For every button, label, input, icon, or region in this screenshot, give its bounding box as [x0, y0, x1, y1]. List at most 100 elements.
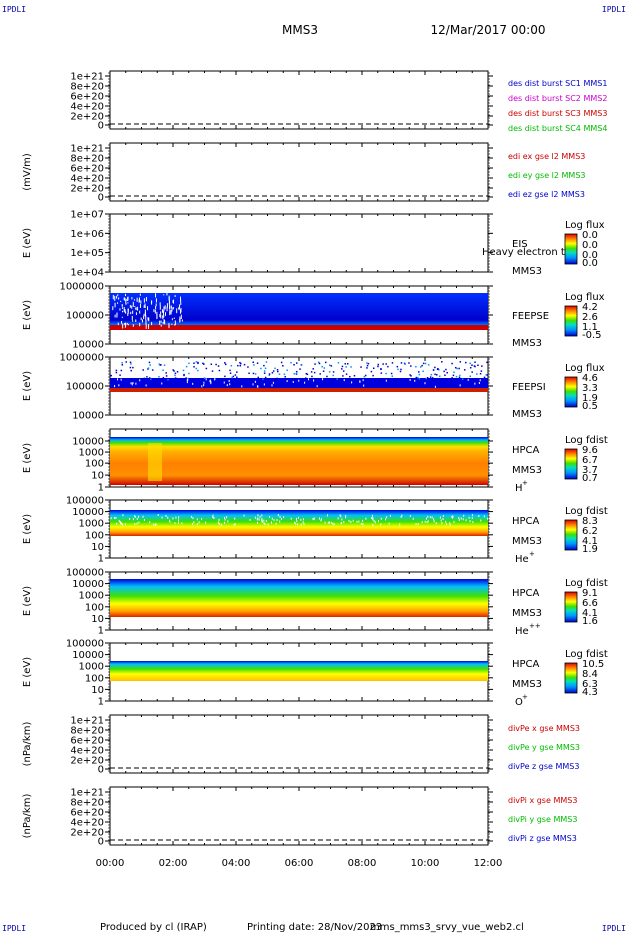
y-tick-label: 1000 — [79, 448, 104, 459]
spectrogram-speck — [263, 370, 266, 372]
spectrogram-speck — [366, 364, 369, 367]
spectrogram-speck — [229, 369, 231, 372]
spectrogram-gap — [178, 307, 180, 311]
spectrogram-gap — [178, 519, 180, 522]
spectrogram-gap — [271, 521, 272, 524]
spectrogram-gap — [312, 517, 314, 520]
spectrogram-speck — [377, 363, 380, 366]
instrument-label: FEEPSI — [512, 382, 546, 393]
spectrogram-speck — [237, 364, 239, 367]
spectrogram-gap — [209, 379, 211, 382]
spectrogram-gap — [174, 522, 176, 525]
spectrogram-gap — [165, 514, 167, 517]
spectrogram-gap — [172, 300, 174, 303]
spectrogram-speck — [408, 362, 410, 364]
spectrogram-speck — [262, 378, 264, 380]
spectrogram-gap — [160, 311, 162, 315]
spectrogram-speck — [311, 375, 313, 378]
spectrogram-gap — [362, 379, 364, 382]
y-tick-label: 1 — [98, 554, 104, 565]
spectrogram-gap — [172, 517, 174, 520]
spectrogram-gap — [292, 380, 294, 383]
spectrogram-speck — [444, 374, 446, 376]
spectrogram-gap — [114, 295, 116, 301]
spectrogram-speck — [193, 366, 195, 368]
spectrogram-gap — [276, 519, 278, 522]
spectrogram-gap — [124, 309, 126, 313]
spectrogram-gap — [140, 300, 142, 304]
spectrogram-speck — [268, 373, 271, 375]
spectrogram-gap — [414, 379, 416, 382]
instrument-label: EIS — [512, 239, 528, 250]
spectrogram-speck — [446, 378, 449, 381]
colorbar-value: 9.1 — [582, 588, 598, 599]
spectrogram-gap — [261, 517, 263, 520]
spectrogram-gap — [478, 515, 480, 518]
spectrogram-gap — [122, 323, 124, 329]
spectrogram-gap — [243, 514, 245, 517]
y-tick-label: 100000 — [66, 382, 104, 393]
spectrogram-gap — [296, 520, 298, 523]
spectrogram-speck — [436, 374, 438, 376]
spectrogram-speck — [366, 362, 368, 364]
spectrogram-gap — [472, 521, 474, 524]
spectrogram-gap — [212, 516, 214, 519]
y-axis-label: (mV/m) — [22, 153, 33, 191]
spectrogram-gap — [143, 298, 145, 303]
spectrogram-gap — [377, 520, 379, 523]
spectrogram-gap — [386, 516, 388, 519]
spectrogram-gap — [254, 516, 256, 519]
spectrogram-speck — [160, 364, 162, 366]
spectrogram-gap — [433, 518, 435, 521]
spectrogram-speck — [252, 372, 255, 375]
species-charge: + — [529, 550, 535, 558]
spectrogram-gap — [178, 307, 180, 309]
y-tick-label: 100 — [85, 602, 104, 613]
spectrogram-gap — [174, 295, 176, 297]
spectrogram-gap — [127, 323, 129, 326]
spectrogram-speck — [332, 371, 335, 373]
spectrogram-speck — [471, 371, 473, 373]
y-axis-label: (nPa/km) — [22, 794, 33, 839]
y-tick-label: 1000000 — [59, 282, 104, 293]
spectrogram-gap — [329, 521, 331, 524]
spectrogram-gap — [171, 309, 173, 312]
spectrogram-gap — [142, 515, 144, 518]
instrument-label: FEEPSE — [512, 311, 549, 322]
time-tick-label: 06:00 — [285, 858, 314, 869]
spectrogram-gap — [352, 519, 354, 522]
colorbar-value: 10.5 — [582, 659, 604, 670]
spectrogram-speck — [276, 377, 278, 380]
spectrogram-gap — [431, 516, 433, 519]
spectrogram-gap — [463, 514, 465, 517]
spectrogram-speck — [264, 376, 267, 379]
spectrogram-gap — [125, 322, 127, 326]
spectrogram-gap — [415, 523, 417, 526]
spectrogram-speck — [446, 371, 448, 374]
y-tick-label: 8e+20 — [70, 726, 104, 737]
spectrogram-gap — [116, 295, 118, 299]
spectrogram-gap — [233, 523, 235, 526]
spectrogram-gap — [120, 300, 122, 303]
spectrogram-speck — [451, 362, 453, 365]
spectrogram-speck — [295, 372, 298, 375]
spectrogram-gap — [130, 311, 132, 315]
spectrogram-speck — [305, 372, 308, 375]
species-label: H — [515, 483, 523, 494]
spectrogram-speck — [272, 370, 275, 372]
instrument-extra-label: Heavy electron to — [482, 247, 571, 258]
spectrogram-gap — [442, 518, 444, 521]
spectrogram-gap — [302, 521, 304, 524]
species-charge: + — [522, 479, 528, 487]
spectrogram-gap — [132, 320, 134, 322]
spectrogram-gap — [385, 379, 387, 382]
spectrogram-gap — [151, 321, 153, 326]
spectrogram-gap — [180, 307, 182, 313]
spectrogram-speck — [197, 369, 199, 372]
spectrogram-gap — [127, 309, 129, 314]
spectrogram-speck — [147, 367, 150, 369]
spectrogram-gap — [186, 381, 188, 384]
spectrogram-speck — [429, 376, 432, 378]
spectrogram-speck — [277, 370, 279, 373]
spectrogram-speck — [465, 361, 467, 364]
